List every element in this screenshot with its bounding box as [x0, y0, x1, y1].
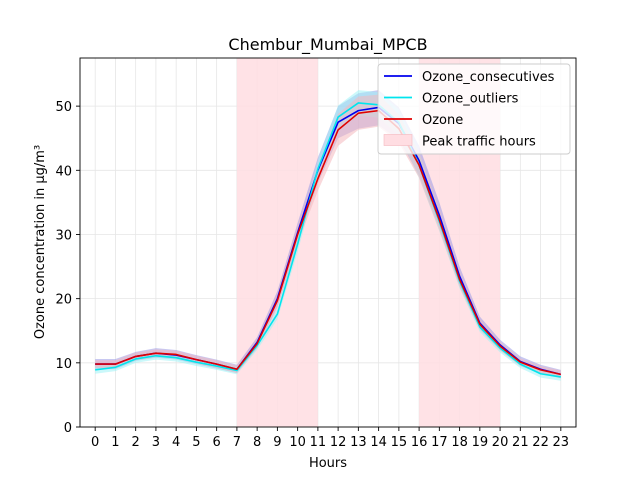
plot-area: 0 1 2 3 4 5 6 7 8 9 10 11 12 13 14 15 16 17 18 19 20 21 22 2301… [55, 57, 577, 450]
legend-label: Ozone_consecutives [422, 70, 555, 85]
x-tick-label: 23 [553, 435, 570, 450]
y-tick-label: 30 [55, 228, 72, 243]
series-band-ozone [95, 94, 561, 379]
chart-title: Chembur_Mumbai_MPCB [228, 35, 427, 55]
x-tick-label: 3 [152, 435, 160, 450]
x-tick-label: 2 [132, 435, 140, 450]
series-line-ozone-outliers [95, 102, 561, 378]
x-axis-label: Hours [309, 456, 347, 471]
y-tick-label: 40 [55, 164, 72, 179]
legend-box [377, 63, 571, 155]
x-tick-label: 12 [330, 435, 347, 450]
y-axis-label: Ozone concentration in µg/m³ [33, 145, 48, 339]
y-tick-label: 10 [55, 357, 72, 372]
x-tick-label: 6 [213, 435, 221, 450]
legend-label: Ozone [422, 113, 463, 128]
x-tick-label: 8 [253, 435, 261, 450]
y-tick-label: 0 [64, 421, 72, 436]
peak-traffic-region [236, 58, 318, 427]
x-tick-label: 22 [532, 435, 549, 450]
x-tick-label: 14 [370, 435, 387, 450]
x-tick-label: 0 [91, 435, 99, 450]
legend: Ozone_consecutives Ozone_outliers Ozone Pea… [377, 63, 571, 155]
x-tick-label: 19 [472, 435, 489, 450]
x-tick-label: 18 [451, 435, 468, 450]
x-tick-label: 11 [310, 435, 327, 450]
x-tick-label: 21 [512, 435, 529, 450]
series-line-ozone [95, 109, 561, 376]
x-tick-label: 1 [111, 435, 119, 450]
x-tick-label: 5 [192, 435, 200, 450]
legend-label: Peak traffic hours [422, 135, 536, 150]
x-tick-label: 10 [289, 435, 306, 450]
x-tick-label: 16 [411, 435, 428, 450]
x-tick-label: 17 [431, 435, 448, 450]
y-tick-label: 50 [55, 100, 72, 115]
x-tick-label: 4 [172, 435, 180, 450]
x-tick-label: 9 [273, 435, 281, 450]
x-tick-label: 20 [492, 435, 509, 450]
legend-label: Ozone_outliers [422, 92, 519, 107]
x-tick-label: 13 [350, 435, 367, 450]
legend-swatch-patch [383, 134, 413, 146]
x-tick-label: 7 [233, 435, 241, 450]
x-tick-label: 15 [391, 435, 408, 450]
axes-frame [79, 57, 577, 428]
y-tick-label: 20 [55, 293, 72, 308]
